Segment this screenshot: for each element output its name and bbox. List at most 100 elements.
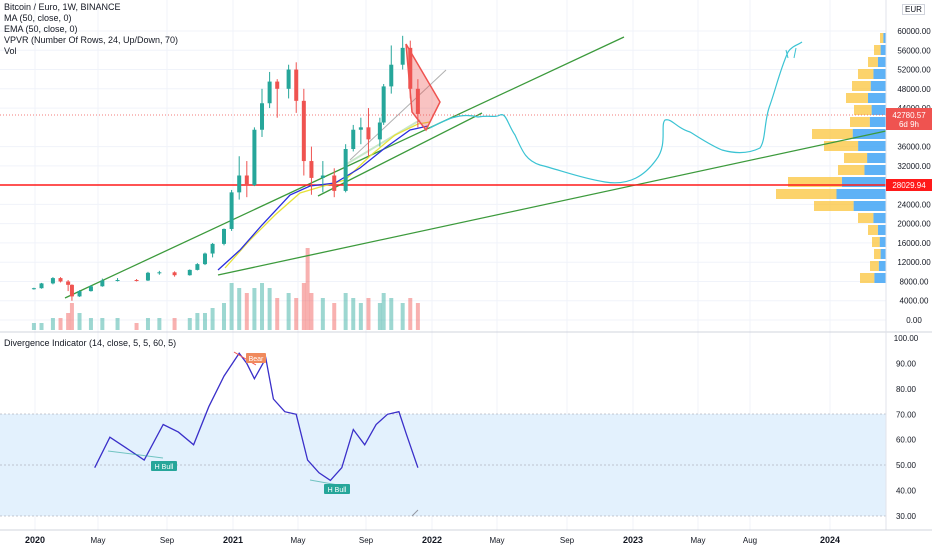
volume-profile [776, 33, 886, 283]
profile-row-down [812, 129, 853, 139]
indicator-tick-label: 80.00 [896, 385, 917, 394]
candle-body [210, 243, 215, 254]
indicator-legend[interactable]: Divergence Indicator (14, close, 5, 5, 6… [4, 338, 177, 348]
indicator-tick-label: 40.00 [896, 487, 917, 496]
volume-bar [88, 318, 93, 330]
profile-row-down [868, 57, 878, 67]
ma-legend[interactable]: MA (50, close, 0) [4, 13, 72, 23]
candle-body [415, 88, 420, 114]
profile-row-up [868, 93, 886, 103]
candle-body [237, 175, 242, 193]
candle-body [400, 47, 405, 65]
price-tick-label: 0.00 [906, 316, 922, 325]
candle-body [134, 280, 139, 282]
price-tick-label: 32000.00 [897, 162, 931, 171]
price-tick-label: 24000.00 [897, 200, 931, 209]
candle-body [172, 272, 177, 276]
indicator-tick-label: 50.00 [896, 461, 917, 470]
price-tick-label: 4000.00 [900, 297, 929, 306]
volume-bar [366, 298, 371, 330]
candle-body [366, 127, 371, 140]
time-tick-label: Sep [359, 536, 374, 545]
indicator-axis[interactable]: 100.00 90.00 80.00 70.00 60.00 50.00 40.00 30.0… [894, 334, 919, 521]
indicator-tick-label: 60.00 [896, 436, 917, 445]
profile-row-down [844, 153, 868, 163]
volume-bar [389, 298, 394, 330]
candle-body [343, 149, 348, 191]
time-axis[interactable]: 2020 May Sep 2021 May Sep 2022 May Sep 2023 May Aug… [25, 535, 840, 545]
profile-row-up [883, 33, 886, 43]
profile-row-up [869, 117, 886, 127]
volume-bar [400, 303, 405, 330]
candle-body [332, 175, 337, 191]
profile-row-down [852, 81, 871, 91]
volume-bar [343, 293, 348, 330]
profile-row-up [880, 249, 886, 259]
volume-bar [195, 313, 200, 330]
volume-bar [134, 323, 139, 330]
time-tick-label: Sep [560, 536, 575, 545]
stray-mark [411, 509, 419, 517]
volume-bar [244, 293, 249, 330]
price-tick-label: 60000.00 [897, 27, 931, 36]
profile-row-up [853, 201, 886, 211]
profile-row-up [873, 69, 886, 79]
volume-bar [351, 298, 356, 330]
profile-row-up [867, 153, 886, 163]
profile-row-up [879, 237, 886, 247]
volume-bar [305, 248, 310, 330]
volume-bar [267, 288, 272, 330]
profile-row-down [776, 189, 837, 199]
currency-badge[interactable]: EUR [902, 4, 925, 15]
volume-bar [66, 313, 71, 330]
volume-bar [50, 318, 55, 330]
candle-body [115, 280, 120, 282]
price-tick-label: 8000.00 [900, 277, 929, 286]
volume-bar [31, 323, 36, 330]
profile-row-up [878, 261, 886, 271]
svg-text:28029.94: 28029.94 [892, 181, 926, 190]
volume-bar [58, 318, 63, 330]
profile-row-up [864, 165, 886, 175]
volume-bar [237, 288, 242, 330]
profile-row-down [814, 201, 854, 211]
vpvr-legend[interactable]: VPVR (Number Of Rows, 24, Up/Down, 70) [4, 35, 179, 45]
candle-body [187, 269, 192, 276]
candle-body [252, 129, 257, 186]
profile-row-up [871, 105, 886, 115]
candle-body [358, 127, 363, 130]
candle-body [202, 253, 207, 265]
volume-bar [377, 303, 382, 330]
candle-body [381, 86, 386, 123]
svg-text:42780.57: 42780.57 [892, 111, 926, 120]
profile-row-up [877, 57, 886, 67]
time-tick-label: Sep [160, 536, 175, 545]
profile-row-down [824, 141, 859, 151]
forecast-path [429, 41, 803, 184]
profile-row-up [877, 225, 886, 235]
candle-body [377, 122, 382, 140]
profile-row-down [788, 177, 842, 187]
volume-bar [172, 318, 177, 330]
profile-row-down [880, 33, 884, 43]
volume-bar [69, 303, 74, 330]
profile-row-up [880, 45, 886, 55]
time-tick-label: 2024 [820, 535, 840, 545]
symbol-title[interactable]: Bitcoin / Euro, 1W, BINANCE [4, 2, 121, 12]
volume-bar [309, 293, 314, 330]
ema-legend[interactable]: EMA (50, close, 0) [4, 24, 78, 34]
candle-body [221, 228, 226, 244]
indicator-band [0, 414, 886, 516]
price-tick-label: 20000.00 [897, 220, 931, 229]
indicator-tick-label: 70.00 [896, 410, 917, 419]
svg-text:H Bull: H Bull [328, 487, 347, 494]
candle-body [286, 69, 291, 89]
profile-row-down [874, 45, 881, 55]
profile-row-down [854, 105, 872, 115]
vol-legend[interactable]: Vol [4, 46, 17, 56]
trendline-long [217, 130, 887, 276]
divergence-line [94, 352, 419, 482]
profile-row-up [873, 213, 886, 223]
candle-body [39, 283, 44, 289]
